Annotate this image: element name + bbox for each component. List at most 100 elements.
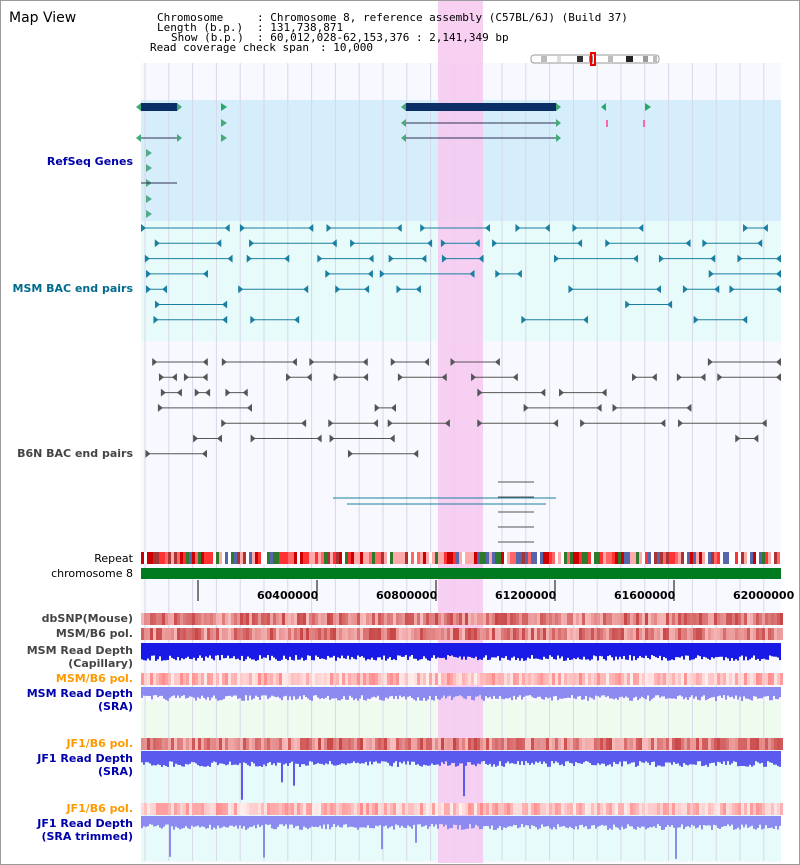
bac-end-marker [326,224,332,232]
gene-arrow [146,149,152,157]
bac-end-marker [582,315,588,324]
depth-bar [219,643,221,661]
depth-bar [267,751,269,764]
bac-end-marker [660,419,666,428]
msm-bac-label[interactable]: MSM BAC end pairs [12,282,133,295]
repeat-block [345,552,348,564]
depth-bar [245,816,247,830]
heat-cell [453,673,456,685]
depth-bar [377,816,379,827]
heat-cell [513,628,516,640]
depth-bar [641,751,643,763]
depth-bar [635,687,637,697]
heat-cell [426,803,429,815]
dbsnp-label[interactable]: dbSNP(Mouse) [41,612,133,625]
depth-bar [433,687,435,701]
depth-bar [611,816,613,830]
jf1-b6-pol-trimmed-label[interactable]: JF1/B6 pol. [66,802,133,815]
depth-bar [445,816,447,825]
repeat-block [306,552,309,564]
heat-cell [510,613,513,625]
depth-bar [601,751,603,764]
heat-cell [558,673,561,685]
depth-bar [199,643,201,656]
repeat-block [153,552,156,564]
heat-cell [750,628,753,640]
heat-cell [756,803,759,815]
depth-bar [707,816,709,826]
depth-bar [401,751,403,764]
heat-cell [513,673,516,685]
depth-bar [209,643,211,656]
heat-cell [483,628,486,640]
heat-cell [162,803,165,815]
heat-cell [195,803,198,815]
msm-depth-capillary-label[interactable]: MSM Read Depth (Capillary) [27,644,133,670]
heat-cell [576,673,579,685]
heat-cell [396,613,399,625]
depth-bar [313,751,315,765]
heat-cell [246,738,249,750]
depth-bar [199,816,201,828]
depth-bar [429,643,431,661]
heat-cell [741,738,744,750]
depth-bar [559,751,561,766]
msm-b6-pol-sra-label[interactable]: MSM/B6 pol. [55,672,133,685]
heat-cell [606,673,609,685]
heat-cell [414,673,417,685]
depth-bar [187,816,189,829]
msm-depth-sra-label[interactable]: MSM Read Depth (SRA) [27,687,133,713]
repeat-block [534,552,537,564]
jf1-depth-trimmed-label[interactable]: JF1 Read Depth (SRA trimmed) [37,817,133,843]
depth-bar [553,643,555,660]
heat-cell [504,628,507,640]
b6n-bac-label[interactable]: B6N BAC end pairs [17,447,133,460]
depth-bar [761,751,763,763]
heat-cell [327,628,330,640]
bac-end-marker [424,358,430,366]
heat-cell [471,673,474,685]
heat-cell [762,738,765,750]
depth-bar [159,816,161,828]
heat-cell [363,613,366,625]
msm-b6-pol-label[interactable]: MSM/B6 pol. [55,627,133,640]
depth-bar [743,816,745,828]
depth-bar [711,643,713,658]
repeat-block [315,552,318,564]
depth-bar [275,816,277,830]
depth-bar [663,687,665,697]
depth-bar [319,751,321,764]
repeat-block [747,552,750,564]
repeat-block [585,552,588,564]
depth-bar [531,687,533,697]
depth-bar [449,816,451,829]
heat-cell [552,673,555,685]
heat-cell [525,738,528,750]
heat-cell [264,803,267,815]
depth-bar [297,751,299,764]
heat-cell [429,738,432,750]
depth-bar [511,751,513,764]
heat-cell [765,803,768,815]
depth-bar [509,751,511,764]
depth-bar [513,816,515,825]
heat-cell [711,673,714,685]
length-value: : 131,738,871 [257,21,344,34]
heat-cell [273,613,276,625]
depth-bar [313,687,315,696]
heat-cell [504,613,507,625]
heat-cell [315,738,318,750]
heat-cell [732,673,735,685]
depth-bar [487,643,489,661]
depth-bar [675,687,677,699]
jf1-b6-pol-label[interactable]: JF1/B6 pol. [66,737,133,750]
jf1-depth-sra-label[interactable]: JF1 Read Depth (SRA) [37,752,133,778]
heat-cell [507,673,510,685]
heat-cell [501,628,504,640]
repeat-block [657,552,660,564]
heat-cell [438,673,441,685]
refseq-genes-label[interactable]: RefSeq Genes [46,155,133,168]
depth-bar [273,643,275,658]
bac-end-marker [387,419,393,428]
